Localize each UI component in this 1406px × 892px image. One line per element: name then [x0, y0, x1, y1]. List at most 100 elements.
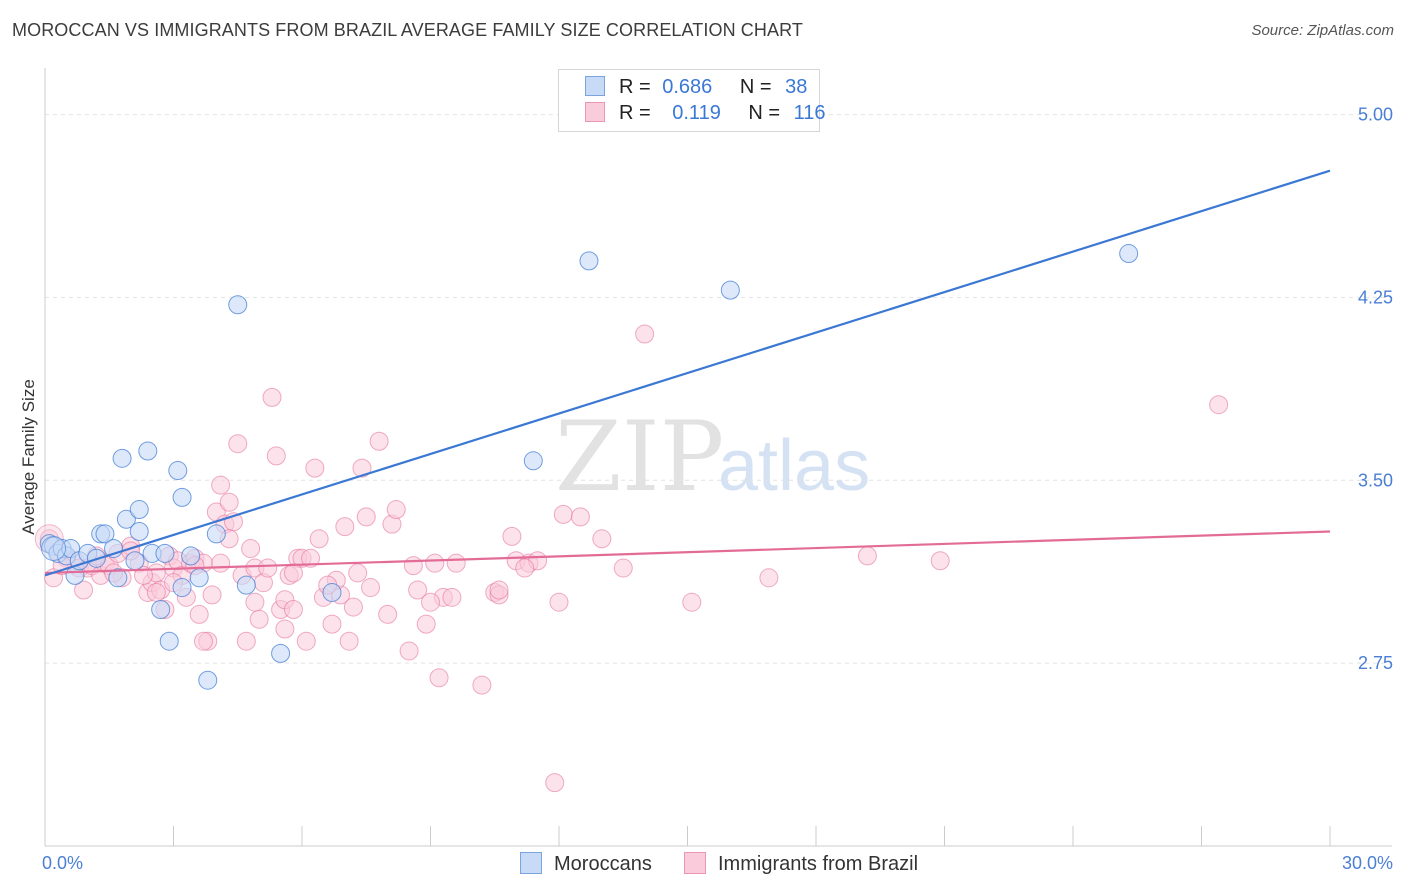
brazil-point	[301, 548, 321, 568]
moroccan-point	[125, 551, 145, 571]
brazil-point	[553, 504, 573, 524]
brazil-point	[335, 517, 355, 537]
brazil-point	[356, 507, 376, 527]
brazil-point	[489, 580, 509, 600]
bottom-legend-label-moroccans: Moroccans	[554, 853, 652, 875]
brazil-point	[352, 458, 372, 478]
brazil-point	[266, 446, 286, 466]
brazil-point	[305, 458, 325, 478]
moroccan-point	[1119, 244, 1139, 264]
bottom-legend-swatch-moroccans	[520, 852, 542, 874]
brazil-point	[682, 592, 702, 612]
moroccan-point	[189, 568, 209, 588]
series-brazil-points	[34, 324, 1229, 793]
legend-n-value-moroccans: 38	[785, 76, 808, 98]
moroccan-point	[155, 543, 175, 563]
source-credit: Source: ZipAtlas.com	[1251, 22, 1394, 39]
brazil-point	[262, 387, 282, 407]
moroccan-point	[172, 487, 192, 507]
moroccan-point	[322, 582, 342, 602]
moroccan-point	[168, 461, 188, 481]
brazil-point	[249, 609, 269, 629]
brazil-point	[472, 675, 492, 695]
moroccan-point	[129, 500, 149, 520]
brazil-point	[189, 604, 209, 624]
brazil-point	[211, 475, 231, 495]
brazil-point	[74, 580, 94, 600]
moroccan-point-cluster	[41, 536, 67, 562]
moroccan-point	[172, 578, 192, 598]
legend-row-brazil: R = 0.119 N = 116	[585, 102, 826, 130]
bottom-legend-brazil: Immigrants from Brazil	[684, 852, 918, 876]
brazil-point	[613, 558, 633, 578]
brazil-point	[241, 539, 261, 559]
brazil-point	[502, 526, 522, 546]
axes	[44, 68, 1392, 847]
brazil-point	[421, 592, 440, 612]
tick-labels: 2.75 3.50 4.25 5.00 0.0% 30.0%	[42, 105, 1393, 873]
legend-n-value-brazil: 116	[793, 102, 826, 124]
moroccan-point	[523, 451, 543, 471]
brazil-point	[296, 631, 316, 651]
legend-r-value-brazil: 0.119	[672, 102, 721, 124]
brazil-point	[759, 568, 779, 588]
brazil-point	[446, 553, 466, 573]
brazil-point	[343, 597, 363, 617]
brazil-point	[442, 587, 462, 607]
watermark: ZIP atlas	[555, 401, 870, 513]
brazil-point	[211, 553, 231, 573]
trendline-moroccans	[44, 169, 1331, 577]
moroccan-point	[108, 568, 128, 588]
x-tick-label-0: 0.0%	[42, 853, 83, 873]
brazil-point	[283, 600, 303, 620]
correlation-legend: R = 0.686 N = 38 R = 0.119 N = 116	[558, 69, 826, 132]
brazil-point	[228, 434, 248, 454]
y-tick-label-3: 5.00	[1358, 105, 1393, 125]
moroccan-point	[159, 631, 179, 651]
trendline-brazil	[44, 530, 1331, 575]
moroccan-point	[116, 509, 136, 529]
brazil-point	[857, 546, 877, 566]
brazil-point	[386, 500, 406, 520]
brazil-point	[283, 563, 303, 583]
chart-title: MOROCCAN VS IMMIGRANTS FROM BRAZIL AVERA…	[12, 20, 803, 40]
moroccan-point	[151, 600, 171, 620]
moroccan-point	[198, 670, 218, 690]
brazil-point	[1209, 395, 1229, 415]
y-tick-label-1: 3.50	[1358, 470, 1393, 490]
brazil-point	[258, 558, 278, 578]
series-moroccans-points	[39, 244, 1139, 690]
moroccan-point	[236, 575, 256, 595]
gridlines	[45, 114, 1392, 664]
moroccan-point	[181, 546, 201, 566]
legend-r-value-moroccans: 0.686	[662, 76, 713, 98]
brazil-point	[219, 492, 239, 512]
y-tick-label-2: 4.25	[1358, 287, 1393, 307]
moroccan-point	[228, 295, 248, 315]
brazil-point	[425, 553, 445, 573]
brazil-point	[549, 592, 569, 612]
legend-n-label: N =	[739, 76, 772, 98]
legend-swatch-brazil	[585, 102, 605, 122]
brazil-point	[416, 614, 436, 634]
brazil-point	[339, 631, 359, 651]
bottom-legend-moroccans: Moroccans	[520, 852, 652, 876]
moroccan-point	[720, 280, 740, 300]
legend-swatch-moroccans	[585, 76, 605, 96]
brazil-point	[545, 773, 565, 793]
watermark-zip: ZIP	[555, 401, 724, 513]
brazil-point	[429, 668, 449, 688]
brazil-point	[322, 614, 342, 634]
bottom-legend-label-brazil: Immigrants from Brazil	[718, 853, 919, 875]
x-tick-label-1: 30.0%	[1342, 853, 1393, 873]
legend-row-moroccans: R = 0.686 N = 38	[585, 76, 807, 104]
moroccan-point	[579, 251, 599, 271]
brazil-point	[403, 556, 423, 576]
legend-r-label: R =	[619, 76, 651, 98]
brazil-point	[592, 529, 612, 549]
moroccan-point	[129, 521, 149, 541]
legend-r-label: R =	[619, 102, 651, 124]
brazil-point	[275, 619, 295, 639]
brazil-point	[348, 563, 368, 583]
brazil-point	[515, 558, 535, 578]
